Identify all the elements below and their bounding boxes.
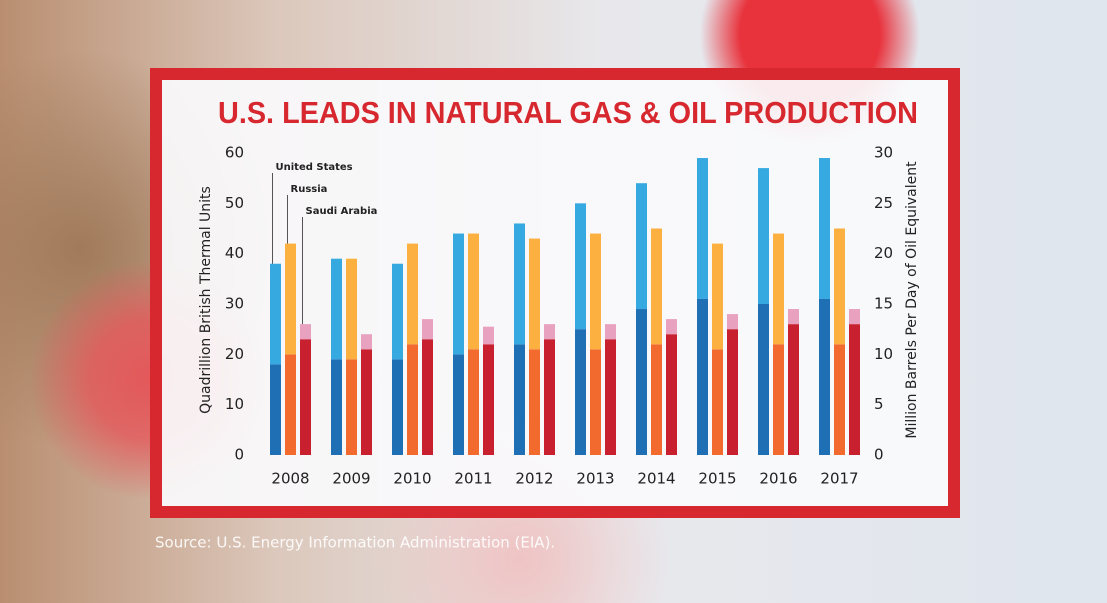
bar-segment: [575, 203, 586, 330]
bar-segment: [636, 309, 647, 455]
y2-tick-label: 20: [874, 244, 893, 262]
bar-segment: [575, 329, 586, 455]
source-note: Source: U.S. Energy Information Administ…: [155, 534, 555, 552]
bar-segment: [590, 233, 601, 350]
bar-segment: [285, 354, 296, 455]
bar-segment: [788, 324, 799, 455]
y-tick-label: 40: [225, 244, 244, 262]
bar-segment: [483, 344, 494, 455]
bar-segment: [758, 168, 769, 304]
x-tick-label: 2014: [637, 470, 675, 488]
y2-tick-label: 10: [874, 345, 893, 363]
bar-segment: [392, 359, 403, 455]
bar-segment: [270, 263, 281, 365]
x-tick-label: 2016: [759, 470, 797, 488]
bar-segment: [483, 326, 494, 345]
chart-title: U.S. LEADS IN NATURAL GAS & OIL PRODUCTI…: [218, 95, 918, 130]
y-tick-label: 30: [225, 295, 244, 313]
y2-axis-label: Million Barrels Per Day of Oil Equivalen…: [904, 161, 920, 439]
group-label: Saudi Arabia: [306, 206, 378, 217]
bar-segment: [773, 233, 784, 345]
bar-segment: [453, 233, 464, 355]
bar-segment: [651, 344, 662, 455]
bar-segment: [773, 344, 784, 455]
bar-segment: [346, 359, 357, 455]
x-tick-label: 2011: [454, 470, 492, 488]
bar-segment: [407, 243, 418, 345]
bar-segment: [712, 243, 723, 350]
bar-segment: [834, 228, 845, 345]
bar-segment: [529, 349, 540, 455]
bar-segment: [788, 309, 799, 325]
group-label: United States: [276, 162, 353, 173]
y-tick-label: 0: [234, 446, 244, 464]
bar-segment: [544, 339, 555, 455]
bar-segment: [544, 324, 555, 340]
x-tick-label: 2015: [698, 470, 736, 488]
bar-segment: [422, 339, 433, 455]
bar-segment: [346, 258, 357, 360]
bar-segment: [727, 314, 738, 330]
y2-tick-label: 30: [874, 144, 893, 162]
y-tick-label: 20: [225, 345, 244, 363]
x-tick-label: 2013: [576, 470, 614, 488]
bar-segment: [727, 329, 738, 455]
bar-segment: [331, 359, 342, 455]
bar-segment: [666, 319, 677, 335]
bar-segment: [331, 258, 342, 360]
bar-segment: [849, 324, 860, 455]
x-tick-label: 2010: [393, 470, 431, 488]
bar-segment: [300, 339, 311, 455]
bar-segment: [270, 364, 281, 455]
bar-segment: [392, 263, 403, 360]
bar-segment: [361, 349, 372, 455]
y-tick-label: 10: [225, 395, 244, 413]
bar-segment: [666, 334, 677, 455]
bar-segment: [422, 319, 433, 340]
y-tick-label: 50: [225, 194, 244, 212]
bar-segment: [697, 298, 708, 455]
x-tick-label: 2017: [820, 470, 858, 488]
y2-tick-label: 25: [874, 194, 893, 212]
bar-segment: [834, 344, 845, 455]
bar-segment: [819, 158, 830, 299]
y-axis-label: Quadrillion British Thermal Units: [198, 186, 214, 414]
bar-segment: [453, 354, 464, 455]
bar-segment: [514, 223, 525, 345]
bar-segment: [285, 243, 296, 355]
y-tick-label: 60: [225, 144, 244, 162]
group-label: Russia: [291, 184, 328, 195]
bar-segment: [651, 228, 662, 345]
bar-segment: [819, 298, 830, 455]
bar-segment: [468, 233, 479, 350]
bar-segment: [605, 339, 616, 455]
bar-segment: [361, 334, 372, 350]
bar-segment: [636, 183, 647, 310]
y2-tick-label: 5: [874, 395, 884, 413]
x-tick-label: 2012: [515, 470, 553, 488]
bar-segment: [468, 349, 479, 455]
bar-segment: [758, 304, 769, 455]
bar-segment: [712, 349, 723, 455]
y2-tick-label: 0: [874, 446, 884, 464]
bar-segment: [849, 309, 860, 325]
bar-segment: [300, 324, 311, 340]
bar-segment: [529, 238, 540, 350]
bar-segment: [697, 158, 708, 299]
x-tick-label: 2009: [332, 470, 370, 488]
bar-segment: [605, 324, 616, 340]
bar-segment: [407, 344, 418, 455]
y2-tick-label: 15: [874, 295, 893, 313]
x-tick-label: 2008: [271, 470, 309, 488]
bar-segment: [514, 344, 525, 455]
bar-segment: [590, 349, 601, 455]
